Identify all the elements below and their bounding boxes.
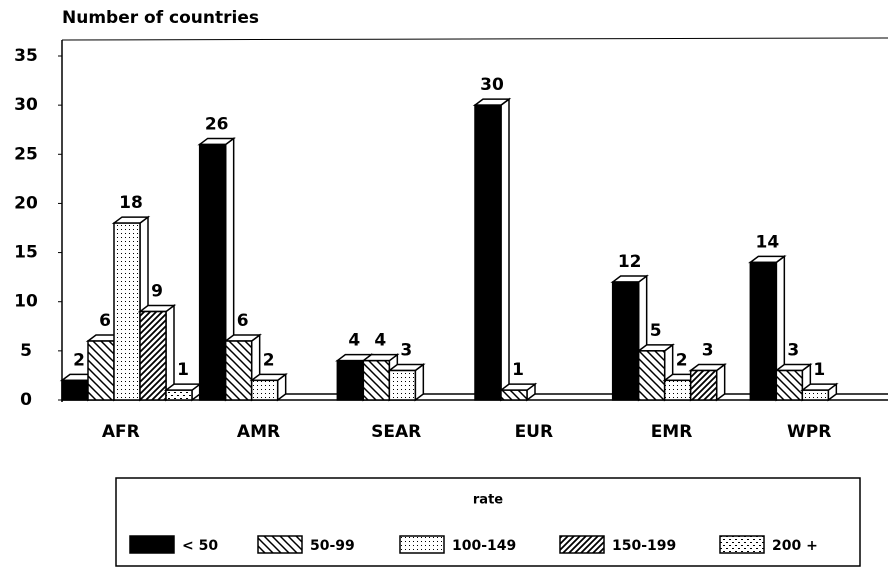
value-label: 4 — [348, 331, 360, 351]
bar — [611, 281, 640, 401]
x-tick-label: AMR — [237, 422, 280, 442]
legend-swatch — [719, 535, 765, 554]
frame-top — [61, 37, 888, 41]
chart-title: Number of countries — [62, 8, 259, 28]
value-label: 2 — [73, 350, 85, 370]
x-tick-label: SEAR — [371, 422, 421, 442]
bar — [500, 389, 528, 401]
legend-title: rate — [473, 493, 503, 508]
y-tick-label: 30 — [14, 95, 38, 115]
bar — [801, 389, 830, 401]
value-label: 6 — [237, 311, 249, 331]
legend-swatch — [559, 535, 605, 554]
y-tick-label: 20 — [14, 193, 38, 213]
value-label: 5 — [650, 321, 662, 341]
legend-label: < 50 — [182, 538, 218, 554]
bar-side — [500, 97, 510, 402]
bar — [224, 340, 253, 401]
bar — [362, 359, 391, 401]
legend-swatch — [399, 535, 445, 554]
value-label: 1 — [512, 360, 524, 380]
bar — [637, 350, 666, 401]
legend-label: 150-199 — [612, 538, 676, 554]
y-tick-label: 35 — [14, 46, 38, 66]
value-label: 2 — [263, 350, 275, 370]
bar — [474, 104, 502, 401]
bar — [749, 261, 778, 401]
value-label: 9 — [151, 282, 163, 302]
legend-swatch — [257, 535, 303, 554]
x-tick-label: AFR — [102, 422, 140, 442]
value-label: 3 — [787, 341, 799, 361]
value-label: 1 — [177, 360, 189, 380]
bar — [388, 369, 417, 401]
value-label: 3 — [400, 341, 412, 361]
value-label: 18 — [119, 193, 143, 213]
legend-label: 200 + — [772, 538, 818, 554]
y-tick-label: 5 — [20, 341, 32, 361]
bar — [689, 369, 718, 401]
bar — [113, 222, 141, 401]
bar — [61, 379, 89, 401]
value-label: 12 — [618, 252, 642, 272]
x-tick-label: EMR — [651, 422, 693, 442]
bar — [336, 359, 365, 401]
value-label: 14 — [755, 232, 779, 252]
value-label: 1 — [813, 360, 825, 380]
y-tick-label: 25 — [14, 144, 38, 164]
legend-box — [115, 477, 861, 567]
bar — [663, 379, 692, 401]
bar — [165, 389, 193, 401]
legend-swatch — [129, 535, 175, 554]
value-label: 4 — [374, 331, 386, 351]
value-label: 2 — [676, 350, 688, 370]
bar — [198, 143, 227, 401]
legend-label: 100-149 — [452, 538, 516, 554]
bar — [139, 310, 167, 401]
x-tick-label: EUR — [515, 422, 554, 442]
value-label: 3 — [702, 341, 714, 361]
legend-label: 50-99 — [310, 538, 355, 554]
value-label: 30 — [480, 75, 504, 95]
y-tick-label: 0 — [20, 390, 32, 410]
bar — [775, 369, 804, 401]
y-tick-label: 15 — [14, 243, 38, 263]
bar — [87, 340, 115, 401]
y-tick-label: 10 — [14, 292, 38, 312]
bar — [250, 379, 279, 401]
x-tick-label: WPR — [787, 422, 831, 442]
value-label: 26 — [205, 114, 229, 134]
value-label: 6 — [99, 311, 111, 331]
